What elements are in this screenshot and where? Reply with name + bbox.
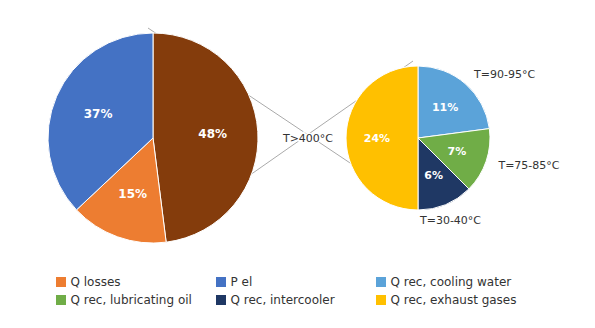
svg-text:7%: 7%: [448, 145, 467, 158]
svg-text:11%: 11%: [432, 101, 458, 114]
html-text:Q rec, intercooler: Q rec, intercooler: [230, 293, 335, 307]
svg-text:48%: 48%: [198, 127, 227, 141]
svg-text:T>400°C: T>400°C: [282, 132, 333, 145]
html-text:Q rec, exhaust gases: Q rec, exhaust gases: [390, 293, 517, 307]
svg-text:T=90-95°C: T=90-95°C: [473, 68, 535, 81]
html-text:Q losses: Q losses: [70, 275, 121, 289]
svg-text:6%: 6%: [424, 169, 443, 182]
html-text:Q rec, lubricating oil: Q rec, lubricating oil: [70, 293, 192, 307]
svg-text:24%: 24%: [364, 132, 390, 145]
svg-text:T=75-85°C: T=75-85°C: [497, 159, 559, 172]
svg-text:15%: 15%: [118, 187, 147, 201]
html-text:P el: P el: [230, 275, 253, 289]
svg-text:T=30-40°C: T=30-40°C: [419, 214, 481, 227]
svg-text:37%: 37%: [84, 107, 113, 121]
html-text:Q rec, cooling water: Q rec, cooling water: [390, 275, 512, 289]
